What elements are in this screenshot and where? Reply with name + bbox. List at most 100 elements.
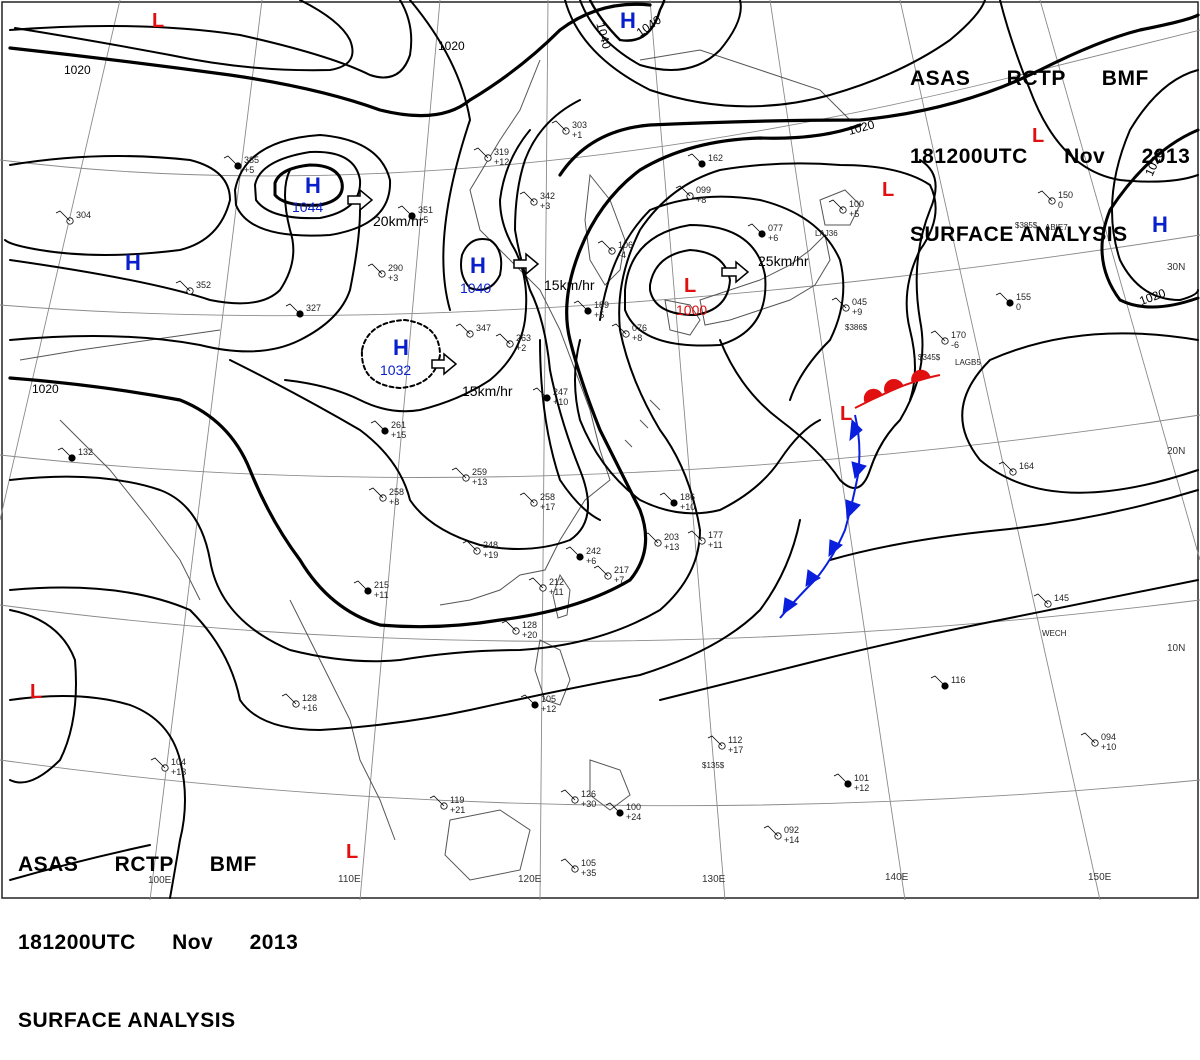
station-pressure: 100 xyxy=(626,802,641,812)
arrow-20kmh xyxy=(347,188,374,212)
station-tendency: +17 xyxy=(540,502,555,512)
title-line-1: ASAS RCTP BMF xyxy=(18,853,257,876)
isobar-1020-west xyxy=(8,123,862,629)
station-pressure: 150 xyxy=(1058,190,1073,200)
station-tendency: +6 xyxy=(768,233,778,243)
coastlines xyxy=(19,49,861,881)
wind-barb xyxy=(473,147,489,159)
korea-peninsula xyxy=(584,173,626,286)
station-tendency: +20 xyxy=(522,630,537,640)
station-tendency: +16 xyxy=(302,703,317,713)
station-tendency: +5 xyxy=(244,165,254,175)
meridian-90e xyxy=(0,0,121,521)
station-pressure: 217 xyxy=(614,565,629,575)
wind-barb xyxy=(763,825,779,837)
station-tendency: +5 xyxy=(849,209,859,219)
isobar-label: 1020 xyxy=(847,117,877,138)
high-label: H xyxy=(305,173,321,198)
station-tendency: +2 xyxy=(516,343,526,353)
station-pressure: 128 xyxy=(302,693,317,703)
lon-label: 100E xyxy=(148,875,172,886)
station-pressure: 258 xyxy=(540,492,555,502)
pressure-center-high-1032: H 1032 xyxy=(380,335,411,378)
station-tendency: +8 xyxy=(632,333,642,343)
station-pressure: 351 xyxy=(418,205,433,215)
meridian-110e xyxy=(359,0,441,900)
wind-barb xyxy=(643,532,659,544)
wind-barb xyxy=(150,757,166,769)
station-tendency: +30 xyxy=(581,799,596,809)
station-pressure: 155 xyxy=(1016,292,1031,302)
wind-barb xyxy=(560,858,576,870)
station-tendency: +12 xyxy=(854,783,869,793)
station-pressure: 347 xyxy=(476,323,491,333)
station-pressure: 352 xyxy=(196,280,211,290)
wind-barb xyxy=(532,387,548,399)
pressure-center-low-1000: L 1000 xyxy=(676,275,707,318)
wind-barb xyxy=(597,240,613,252)
title-line-2: 181200UTC Nov 2013 xyxy=(910,145,1191,168)
station-tendency: +13 xyxy=(472,477,487,487)
warm-front xyxy=(854,369,941,409)
wind-barb xyxy=(1033,593,1049,605)
station-pressure: 215 xyxy=(374,580,389,590)
china-coast xyxy=(439,59,611,606)
low-label-sw: L xyxy=(30,681,42,703)
station-tendency: +11 xyxy=(374,590,389,600)
station-pressure: 319 xyxy=(494,147,509,157)
low-label-s: L xyxy=(346,841,358,863)
lon-label: 140E xyxy=(885,872,909,883)
weather-map: H 1044 H 1040 H 1032 H H H L 1000 L L L … xyxy=(0,0,1200,900)
wind-barb xyxy=(833,773,849,785)
wind-barb xyxy=(57,447,73,459)
station-pressure: 259 xyxy=(472,467,487,477)
station-pressure: 128 xyxy=(522,620,537,630)
text-layer: H 1044 H 1040 H 1032 H H H L 1000 L L L … xyxy=(30,8,1185,886)
isobar-1020-east xyxy=(558,13,1200,177)
wind-barb xyxy=(565,546,581,558)
station-tendency: +35 xyxy=(581,868,596,878)
title-block-bottom: ASAS RCTP BMF 181200UTC Nov 2013 SURFACE… xyxy=(18,800,298,1060)
station-pressure: 164 xyxy=(1019,461,1034,471)
station-pressure: 212 xyxy=(549,577,564,587)
wind-barb xyxy=(223,155,239,167)
parallel-0 xyxy=(0,759,1200,807)
station-tendency: 0 xyxy=(1016,302,1021,312)
wind-barb xyxy=(501,620,517,632)
station-pressure: 162 xyxy=(708,153,723,163)
station-pressure: 045 xyxy=(852,297,867,307)
high-value: 1040 xyxy=(460,280,491,296)
station-tendency: +1 xyxy=(572,130,582,140)
station-tendency: +19 xyxy=(483,550,498,560)
high-label-east: H xyxy=(1152,212,1168,237)
station-pressure: 342 xyxy=(540,191,555,201)
wind-barb xyxy=(659,492,675,504)
pressure-center-high-1040: H 1040 xyxy=(460,253,491,296)
arrow-15kmh-a xyxy=(513,252,540,276)
station-pressure: 385 xyxy=(244,155,259,165)
pressure-center-high-1044: H 1044 xyxy=(292,173,323,215)
lat-label: 30N xyxy=(1167,262,1185,273)
japan-honshu xyxy=(699,233,831,326)
meridian-150e xyxy=(899,0,1101,900)
isobar-label: 1040 xyxy=(593,21,614,51)
japan-hokkaido xyxy=(819,189,861,226)
ship-id: LAGB5 xyxy=(955,358,981,367)
taiwan xyxy=(552,573,571,619)
station-tendency: +8 xyxy=(389,497,399,507)
graticule-labels: 100E 110E 120E 130E 140E 150E 30N 20N 10… xyxy=(148,262,1185,886)
station-tendency: +8 xyxy=(696,195,706,205)
wind-barb xyxy=(687,530,703,542)
wind-barb xyxy=(1037,190,1053,202)
station-pressure: 077 xyxy=(768,223,783,233)
wind-barb xyxy=(55,210,71,222)
high-label-west: H xyxy=(125,250,141,275)
station-tendency: +7 xyxy=(614,575,624,585)
movement-label: 15km/hr xyxy=(544,277,595,293)
isobar-1020-north xyxy=(8,2,652,118)
wind-barb xyxy=(687,153,703,165)
ship-id: LAJ36 xyxy=(815,229,838,238)
isobar-label: 1020 xyxy=(32,382,59,396)
wind-barb xyxy=(451,467,467,479)
wind-barb xyxy=(397,205,413,217)
